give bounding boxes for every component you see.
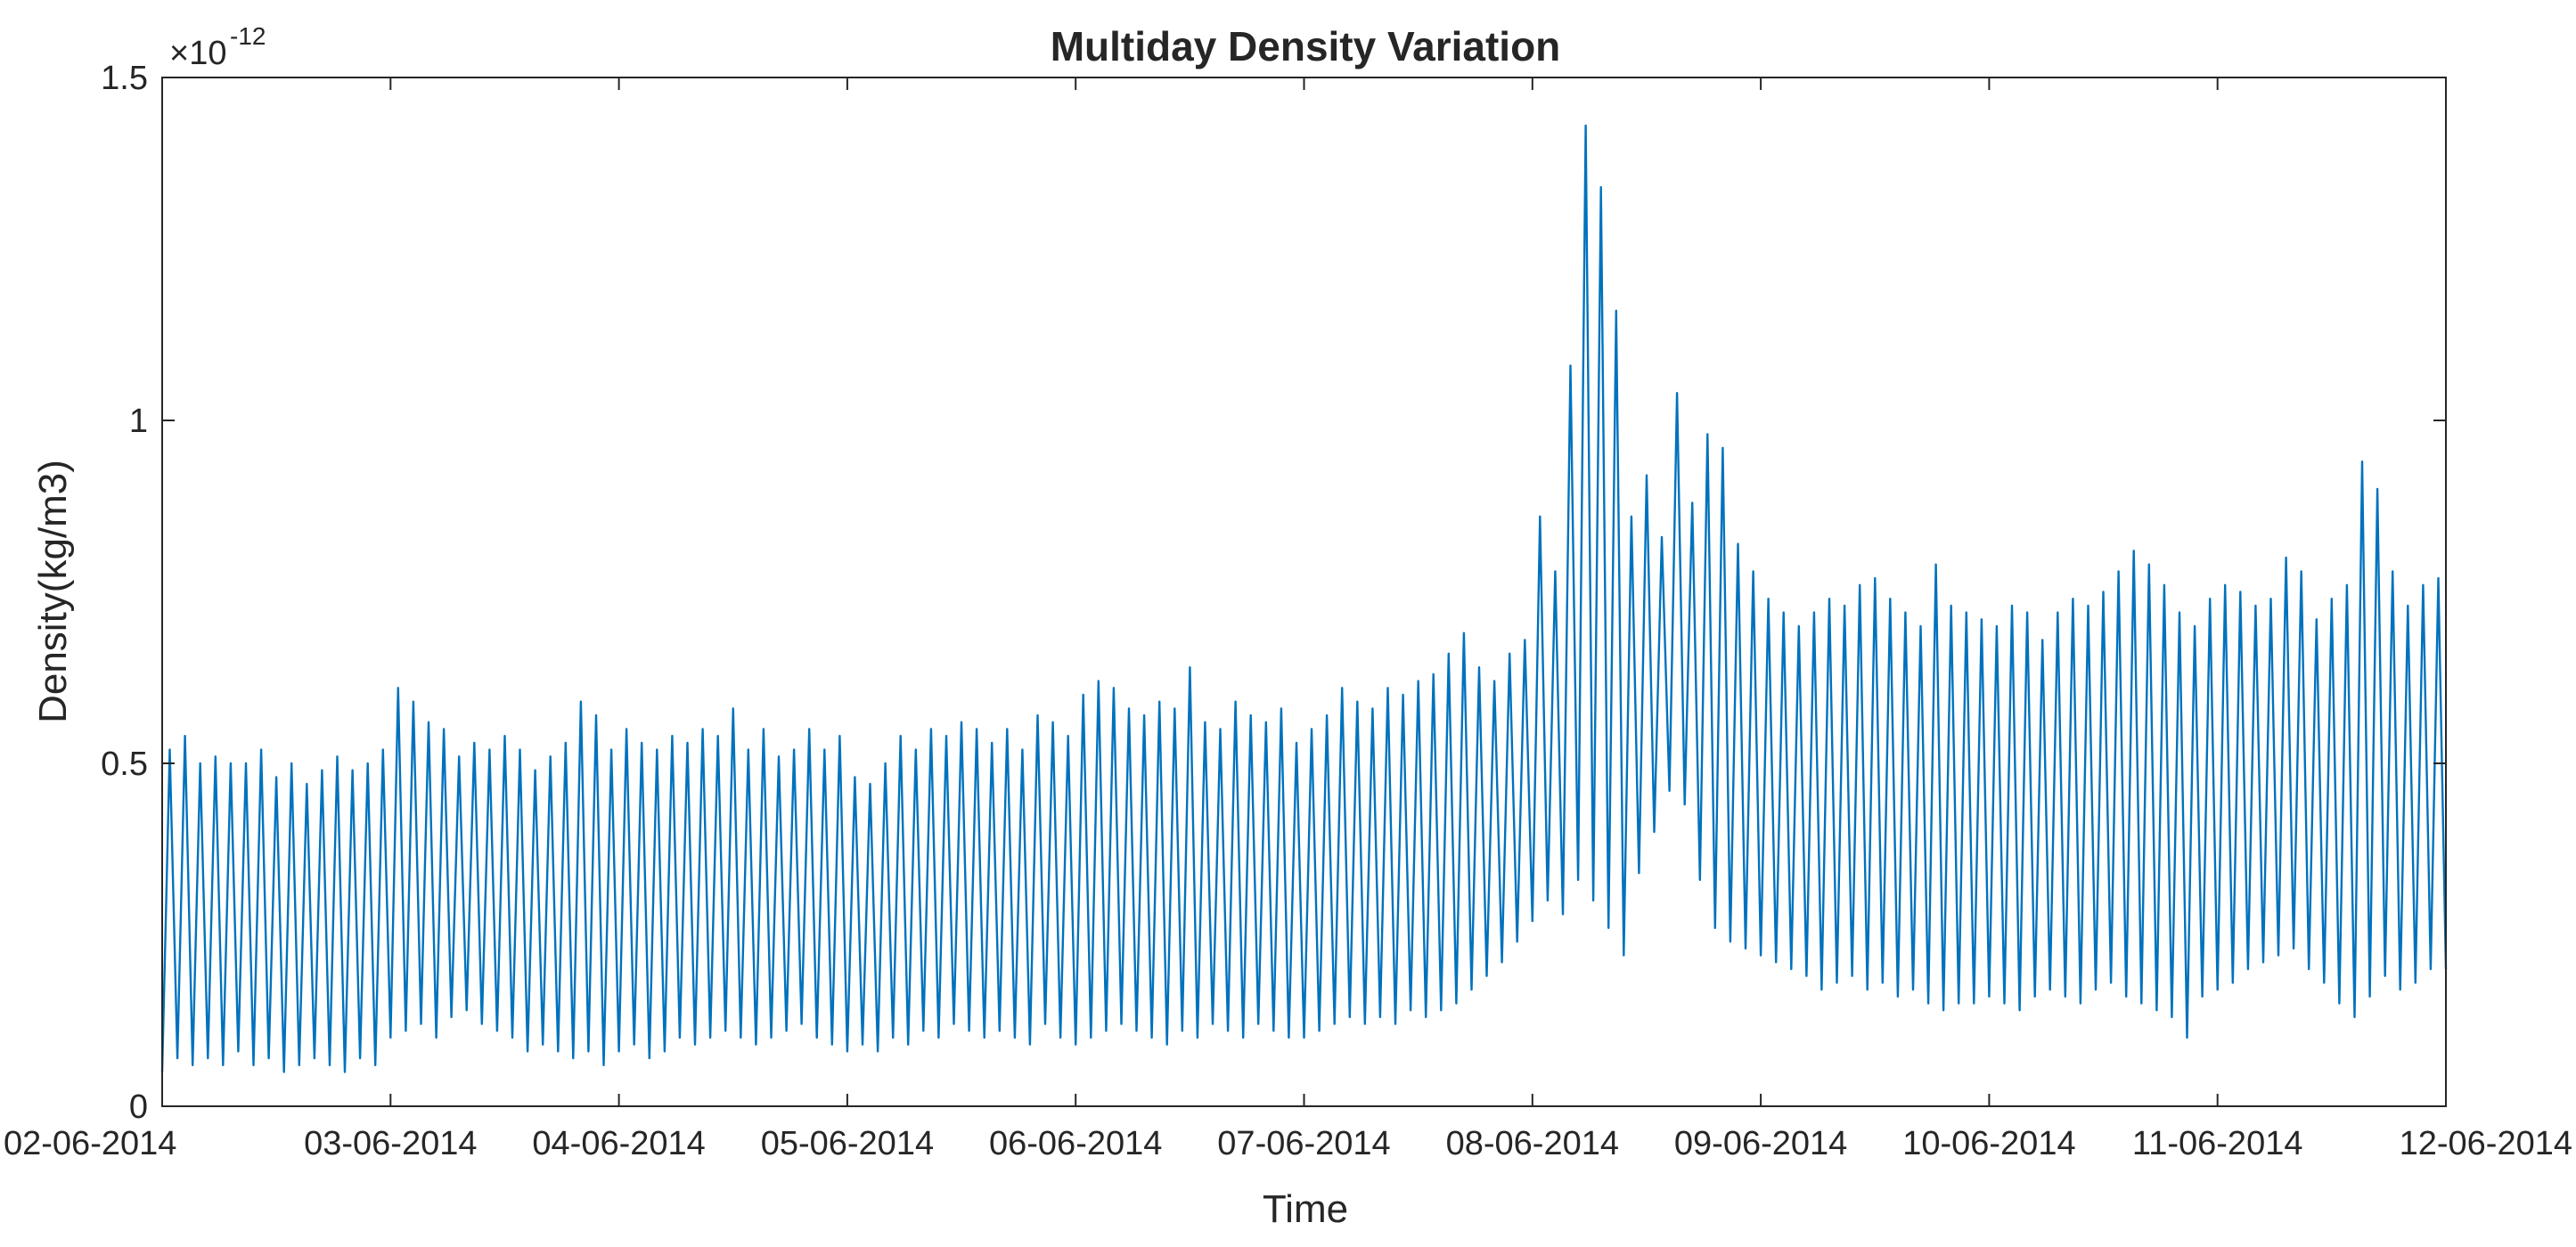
x-tick-label: 04-06-2014: [532, 1125, 705, 1162]
y-tick-label: 1.5: [101, 60, 148, 97]
y-axis: 0 0.5 1 1.5: [101, 60, 2446, 1126]
plot-background: [162, 77, 2446, 1106]
x-axis: 02-06-2014 03-06-2014 04-06-2014 05-06-2014…: [4, 77, 2572, 1162]
x-tick-label: 07-06-2014: [1217, 1125, 1390, 1162]
x-tick-label: 11-06-2014: [2132, 1125, 2303, 1162]
y-tick-label: 0: [129, 1088, 148, 1126]
x-tick-label: 12-06-2014: [2400, 1125, 2572, 1162]
x-tick-label: 03-06-2014: [304, 1125, 477, 1162]
density-series-line: [160, 124, 2448, 1073]
y-tick-label: 1: [129, 403, 148, 440]
x-axis-label: Time: [1263, 1187, 1348, 1231]
x-tick-label: 08-06-2014: [1446, 1125, 1619, 1162]
x-tick-label: 06-06-2014: [989, 1125, 1162, 1162]
y-exponent: ×10 -12: [169, 22, 266, 72]
x-tick-label: 09-06-2014: [1674, 1125, 1847, 1162]
chart-title: Multiday Density Variation: [1051, 23, 1561, 69]
x-tick-label: 02-06-2014: [4, 1125, 176, 1162]
series-layer: [160, 124, 2448, 1073]
x-tick-label: 05-06-2014: [761, 1125, 934, 1162]
y-exponent-power: -12: [230, 22, 266, 50]
y-exponent-base: ×10: [169, 35, 226, 72]
plot-area: [160, 77, 2448, 1107]
x-tick-label: 10-06-2014: [1902, 1125, 2075, 1162]
y-tick-label: 0.5: [101, 746, 148, 783]
y-axis-label: Density(kg/m3): [31, 460, 75, 723]
